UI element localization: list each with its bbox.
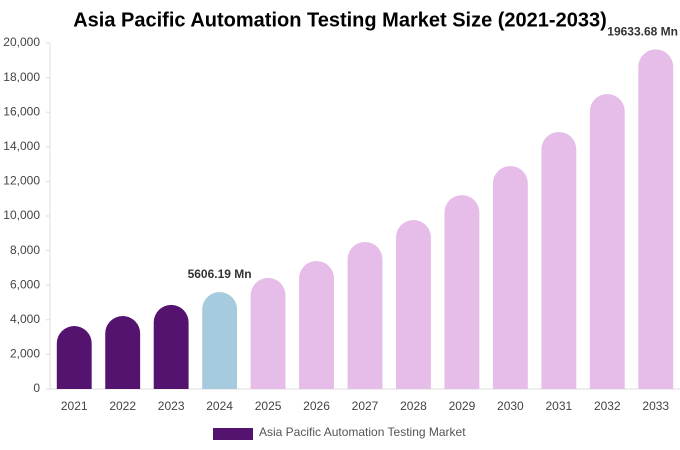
x-tick-label: 2029 [449,399,476,413]
y-tick-label: 2,000 [10,347,40,361]
bar [396,220,431,389]
y-tick-label: 10,000 [3,208,40,222]
bar [299,260,334,389]
y-tick-label: 8,000 [10,243,40,257]
x-tick-label: 2028 [400,399,427,413]
x-tick-label: 2033 [642,399,669,413]
value-label: 5606.19 Mn [188,267,252,281]
y-tick-label: 6,000 [10,277,40,291]
x-tick-label: 2032 [594,399,621,413]
x-tick-label: 2021 [61,399,88,413]
bar [347,241,383,389]
bar [250,277,286,389]
x-tick-label: 2027 [352,399,379,413]
chart-title: Asia Pacific Automation Testing Market S… [73,9,607,31]
bar [589,94,625,390]
x-tick-label: 2024 [206,399,233,413]
value-label: 19633.68 Mn [607,25,678,39]
y-tick-label: 0 [33,381,40,395]
bar [492,166,528,389]
y-tick-label: 14,000 [3,139,40,153]
bar [444,195,480,389]
y-tick-label: 12,000 [3,174,40,188]
x-tick-label: 2022 [109,399,136,413]
x-tick-label: 2023 [158,399,185,413]
bar [541,131,577,389]
y-tick-label: 16,000 [3,104,40,118]
y-tick-label: 18,000 [3,70,40,84]
y-tick-label: 20,000 [3,35,40,49]
bar [638,49,674,389]
x-tick-label: 2025 [255,399,282,413]
bar [153,304,189,389]
x-tick-label: 2031 [545,399,572,413]
bar [202,292,238,389]
y-tick-label: 4,000 [10,312,40,326]
bar [105,315,141,389]
legend-swatch [213,428,253,440]
bar [56,326,92,389]
legend-label: Asia Pacific Automation Testing Market [259,425,466,439]
x-tick-label: 2030 [497,399,524,413]
x-tick-label: 2026 [303,399,330,413]
